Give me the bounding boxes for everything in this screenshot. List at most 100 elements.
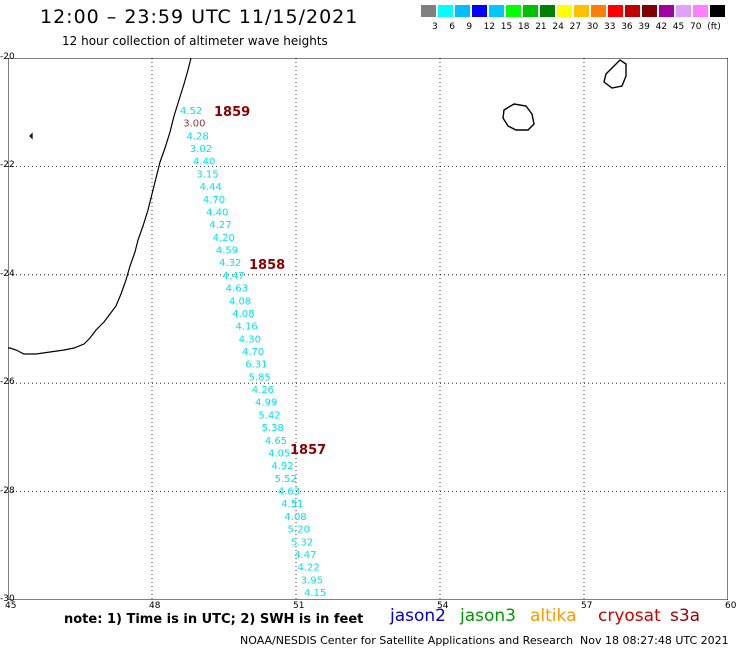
scale-swatch bbox=[522, 4, 539, 18]
scale-swatch bbox=[675, 4, 692, 18]
lon-tick-label: 54 bbox=[437, 601, 449, 611]
legend-cryosat: cryosat bbox=[598, 606, 661, 626]
lat-tick-label: -30 bbox=[0, 594, 15, 604]
swh-value: 3.02 bbox=[190, 144, 212, 155]
scale-swatch bbox=[573, 4, 590, 18]
scale-swatch bbox=[556, 4, 573, 18]
lon-tick-label: 48 bbox=[149, 601, 161, 611]
scale-label: 33 bbox=[604, 22, 616, 32]
scale-swatch bbox=[488, 4, 505, 18]
color-scale bbox=[420, 4, 726, 18]
swh-value: 3.95 bbox=[301, 575, 323, 586]
swh-value: 4.40 bbox=[206, 207, 228, 218]
scale-label: 24 bbox=[552, 22, 564, 32]
scale-swatch bbox=[420, 4, 437, 18]
scale-swatch bbox=[692, 4, 709, 18]
scale-swatch bbox=[471, 4, 488, 18]
swh-value: 4.20 bbox=[213, 233, 235, 244]
swh-value: 5.20 bbox=[288, 525, 310, 536]
scale-label: 18 bbox=[518, 22, 530, 32]
lat-tick-label: -24 bbox=[0, 268, 15, 279]
swh-value: 3.00 bbox=[183, 119, 205, 130]
scale-label: 45 bbox=[672, 22, 685, 32]
legend-jason2: jason2 bbox=[390, 606, 446, 626]
swh-value: 4.26 bbox=[252, 385, 274, 396]
scale-label: 27 bbox=[569, 22, 582, 32]
mauritius-island bbox=[603, 59, 627, 89]
scale-label: 6 bbox=[449, 22, 455, 32]
swh-value: 5.52 bbox=[275, 474, 297, 485]
scale-swatch bbox=[624, 4, 641, 18]
swh-value: 4.47 bbox=[294, 550, 316, 561]
swh-value: 4.05 bbox=[268, 448, 290, 459]
scale-swatch bbox=[454, 4, 471, 18]
swh-value: 4.32 bbox=[219, 258, 241, 269]
lat-tick-label: -26 bbox=[0, 377, 15, 388]
wave-height-map: 4.523.004.283.024.403.154.444.704.404.27… bbox=[8, 58, 728, 600]
scale-label: 15 bbox=[500, 22, 513, 32]
scale-label: 39 bbox=[638, 22, 650, 32]
scale-label: 70 bbox=[690, 22, 702, 32]
swh-value: 5.38 bbox=[262, 423, 284, 434]
legend-altika: altika bbox=[530, 606, 577, 626]
swh-value: 4.63 bbox=[278, 487, 300, 498]
swh-value: 5.42 bbox=[258, 410, 280, 421]
lat-tick-label: -22 bbox=[0, 160, 15, 171]
madagascar-coastline bbox=[8, 58, 192, 355]
swh-value: 4.08 bbox=[284, 512, 306, 523]
footer-note: note: 1) Time is in UTC; 2) SWH is in fe… bbox=[64, 612, 364, 627]
scale-swatch bbox=[590, 4, 607, 18]
swh-value: 4.08 bbox=[232, 309, 254, 320]
scale-label: 36 bbox=[621, 22, 633, 32]
lon-tick-label: 60 bbox=[725, 601, 737, 611]
lat-tick-label: -20 bbox=[0, 52, 15, 62]
swh-value: 4.30 bbox=[239, 334, 261, 345]
lon-tick-label: 45 bbox=[5, 601, 17, 611]
credit-line: NOAA/NESDIS Center for Satellite Applica… bbox=[240, 634, 574, 647]
swh-value: 4.27 bbox=[209, 220, 231, 231]
scale-swatch bbox=[539, 4, 556, 18]
swh-value: 4.70 bbox=[242, 347, 264, 358]
swh-value: 4.22 bbox=[297, 563, 319, 574]
swh-value: 4.16 bbox=[235, 322, 257, 333]
scale-swatch bbox=[437, 4, 454, 18]
swh-value: 4.40 bbox=[193, 157, 215, 168]
swh-value: 4.08 bbox=[229, 296, 251, 307]
scale-label: 3 bbox=[432, 22, 438, 32]
map-frame bbox=[8, 58, 728, 600]
pass-number-label: 1858 bbox=[249, 258, 285, 273]
swh-value: 4.70 bbox=[203, 195, 225, 206]
swh-value: 4.59 bbox=[216, 246, 238, 257]
swh-value: 5.32 bbox=[291, 537, 313, 548]
swh-value: 6.31 bbox=[245, 360, 267, 371]
pass-number-label: 1857 bbox=[290, 443, 326, 458]
swh-value: 4.52 bbox=[180, 106, 202, 117]
reunion-island bbox=[502, 103, 535, 131]
scale-label: 12 bbox=[483, 22, 496, 32]
swh-labels: 4.523.004.283.024.403.154.444.704.404.27… bbox=[180, 106, 326, 599]
swh-value: 4.15 bbox=[304, 588, 326, 599]
scale-swatch bbox=[505, 4, 522, 18]
legend-jason3: jason3 bbox=[460, 606, 516, 626]
swh-value: 4.44 bbox=[200, 182, 222, 193]
swh-value: 4.28 bbox=[187, 131, 209, 142]
swh-value: 4.47 bbox=[222, 271, 244, 282]
swh-value: 4.65 bbox=[265, 436, 287, 447]
scale-label: (ft) bbox=[707, 22, 721, 32]
lon-tick-label: 57 bbox=[581, 601, 593, 611]
scale-swatch bbox=[658, 4, 675, 18]
map-title: 12:00 – 23:59 UTC 11/15/2021 bbox=[40, 6, 359, 28]
scale-swatch bbox=[709, 4, 726, 18]
small-island bbox=[29, 132, 33, 140]
scale-label: 42 bbox=[655, 22, 668, 32]
swh-value: 5.85 bbox=[249, 372, 271, 383]
scale-label: 30 bbox=[586, 22, 599, 32]
map-subtitle: 12 hour collection of altimeter wave hei… bbox=[62, 34, 328, 48]
swh-value: 4.99 bbox=[255, 398, 277, 409]
swh-value: 4.92 bbox=[271, 461, 293, 472]
scale-label: 9 bbox=[466, 22, 473, 32]
scale-label: 21 bbox=[535, 22, 547, 32]
pass-labels: 1859 1858 1857 bbox=[214, 105, 326, 458]
swh-value: 3.15 bbox=[196, 169, 218, 180]
lat-tick-label: -28 bbox=[0, 485, 15, 496]
